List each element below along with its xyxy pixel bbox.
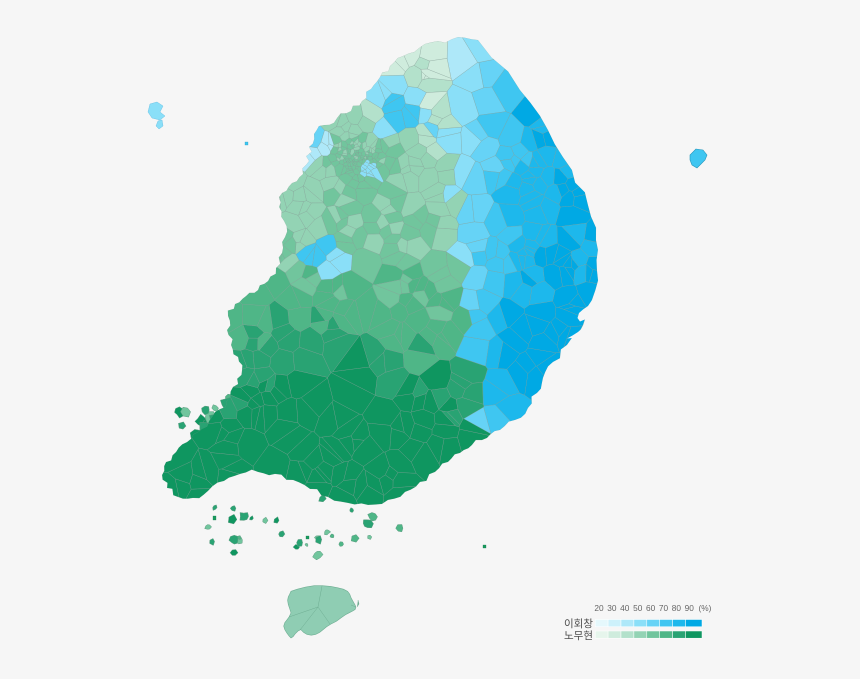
svg-text:90: 90	[685, 603, 695, 613]
svg-text:(%): (%)	[699, 603, 712, 613]
svg-text:30: 30	[607, 603, 617, 613]
svg-text:50: 50	[633, 603, 643, 613]
svg-text:80: 80	[672, 603, 682, 613]
svg-text:60: 60	[646, 603, 656, 613]
svg-text:20: 20	[594, 603, 604, 613]
svg-text:70: 70	[659, 603, 669, 613]
svg-text:이회창: 이회창	[564, 618, 593, 630]
svg-text:노무현: 노무현	[564, 630, 593, 642]
svg-text:40: 40	[620, 603, 630, 613]
